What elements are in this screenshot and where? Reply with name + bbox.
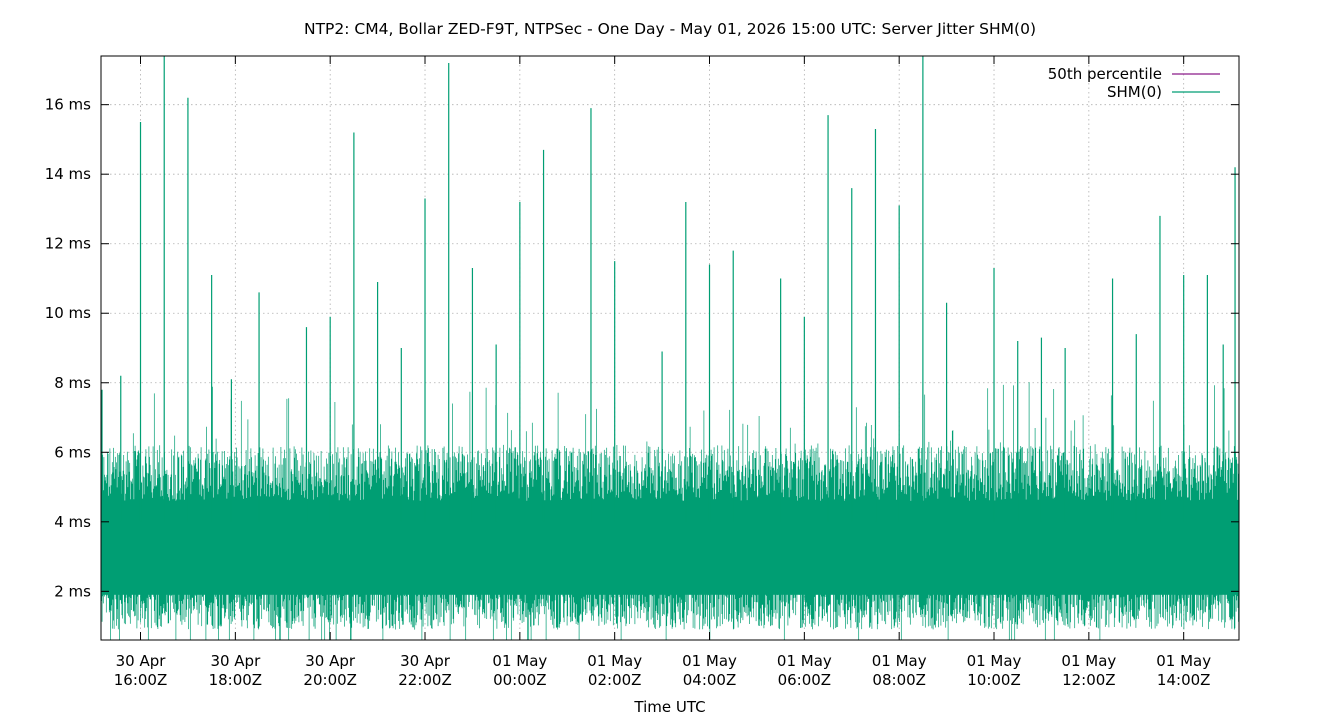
- x-tick-label-date: 30 Apr: [400, 652, 451, 670]
- x-tick-label-date: 01 May: [1156, 652, 1211, 670]
- x-tick-label-time: 16:00Z: [114, 671, 168, 689]
- y-tick-label: 6 ms: [54, 443, 91, 461]
- y-tick-label: 16 ms: [45, 96, 91, 114]
- x-tick-label-date: 30 Apr: [305, 652, 356, 670]
- x-tick-label-time: 12:00Z: [1062, 671, 1116, 689]
- x-tick-label-time: 10:00Z: [967, 671, 1021, 689]
- x-tick-label-date: 01 May: [967, 652, 1022, 670]
- series-shm0-peaks: [101, 56, 1236, 522]
- series-shm0-core: [101, 504, 1239, 595]
- y-tick-label: 2 ms: [54, 582, 91, 600]
- x-tick-label-time: 04:00Z: [683, 671, 737, 689]
- x-tick-label-date: 30 Apr: [210, 652, 261, 670]
- plot-frame: [100, 55, 1240, 641]
- legend-label: 50th percentile: [1048, 65, 1162, 83]
- x-tick-label-date: 01 May: [1061, 652, 1116, 670]
- y-tick-label: 14 ms: [45, 165, 91, 183]
- y-tick-label: 10 ms: [45, 304, 91, 322]
- y-tick-label: 12 ms: [45, 235, 91, 253]
- x-tick-label-date: 30 Apr: [116, 652, 167, 670]
- y-axis: 2 ms 4 ms 6 ms 8 ms 10 ms 12 ms 14 ms 16 ms: [45, 96, 1239, 600]
- x-tick-label-date: 01 May: [777, 652, 832, 670]
- y-tick-label: 8 ms: [54, 374, 91, 392]
- x-tick-label-time: 08:00Z: [872, 671, 926, 689]
- x-tick-label-time: 20:00Z: [303, 671, 357, 689]
- x-tick-label-time: 22:00Z: [398, 671, 452, 689]
- x-axis-label: Time UTC: [633, 698, 705, 716]
- chart-title: NTP2: CM4, Bollar ZED-F9T, NTPSec - One …: [304, 20, 1036, 38]
- x-tick-label-time: 14:00Z: [1157, 671, 1211, 689]
- x-tick-label-date: 01 May: [492, 652, 547, 670]
- x-tick-label-date: 01 May: [587, 652, 642, 670]
- x-tick-label-time: 00:00Z: [493, 671, 547, 689]
- x-tick-label-date: 01 May: [682, 652, 737, 670]
- series-shm0: [101, 382, 1239, 640]
- x-tick-label-time: 18:00Z: [209, 671, 263, 689]
- legend-label: SHM(0): [1107, 83, 1162, 101]
- x-tick-label-time: 06:00Z: [778, 671, 832, 689]
- x-tick-label-time: 02:00Z: [588, 671, 642, 689]
- y-tick-label: 4 ms: [54, 513, 91, 531]
- x-tick-label-date: 01 May: [872, 652, 927, 670]
